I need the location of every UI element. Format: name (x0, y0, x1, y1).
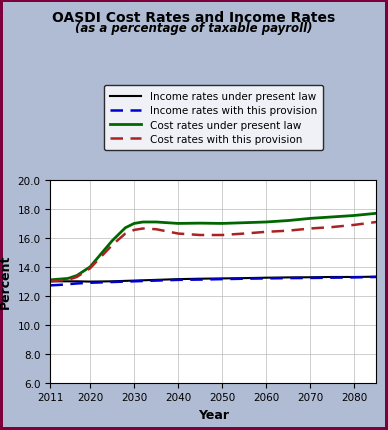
X-axis label: Year: Year (198, 408, 229, 421)
Y-axis label: Percent: Percent (0, 255, 12, 309)
Text: OASDI Cost Rates and Income Rates: OASDI Cost Rates and Income Rates (52, 11, 336, 25)
Text: (as a percentage of taxable payroll): (as a percentage of taxable payroll) (75, 22, 313, 35)
Legend: Income rates under present law, Income rates with this provision, Cost rates und: Income rates under present law, Income r… (104, 86, 323, 150)
